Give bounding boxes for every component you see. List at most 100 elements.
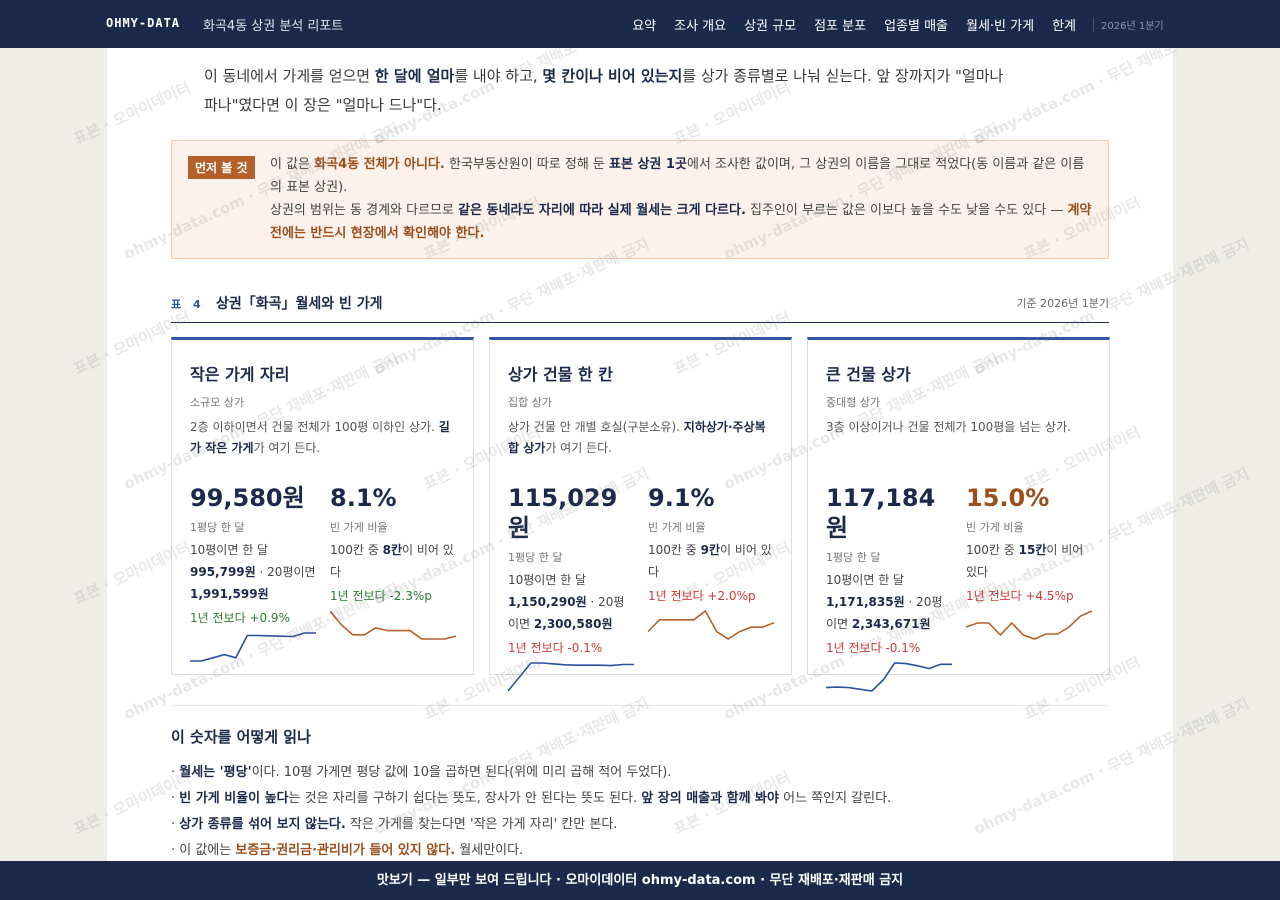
bold-text: 9칸 (700, 543, 721, 557)
vacancy-label: 빈 가게 비율 (648, 521, 706, 534)
text: · (171, 817, 180, 832)
bold-text: 2,300,580원 (533, 617, 613, 631)
table-basis: 기준 2026년 1분기 (1016, 297, 1109, 310)
vacancy-value: 15.0% (966, 484, 1050, 512)
metrics: 115,029원 1평당 한 달 10평이면 한 달 1,150,290원 · 20… (508, 483, 774, 694)
bold-text: 상가 종류를 섞어 보지 않는다. (179, 817, 346, 832)
bold-text: 1,150,290원 (508, 595, 587, 609)
sparkline-line (190, 632, 316, 662)
bold-text: 995,799원 (190, 565, 256, 579)
text: 어느 쪽인지 갈린다. (778, 791, 892, 806)
divider (171, 705, 1109, 706)
nav-item[interactable]: 한계 (1052, 19, 1076, 34)
bold-text: 2,343,671원 (851, 617, 931, 631)
text: 에서 조사한 값이며, 그 상권의 이름을 그대로 적었다(동 이름과 같은 이… (270, 157, 1085, 195)
text: · 20평이면 (255, 565, 316, 579)
card-desc: 3층 이상이거나 건물 전체가 100평을 넘는 상가. (826, 417, 1091, 461)
text: 이 비어 있다 (966, 543, 1084, 579)
nav-item[interactable]: 업종별 매출 (884, 19, 948, 34)
card-title: 큰 건물 상가 (826, 365, 911, 384)
card: 작은 가게 자리 소규모 상가 2층 이하이면서 건물 전체가 100평 이하인 상… (171, 337, 474, 675)
bold-text: 15칸 (1018, 543, 1047, 557)
text: 상권의 범위는 동 경계와 다르므로 (270, 203, 459, 218)
read-bullets: · 월세는 '평당'이다. 10평 가게면 평당 값에 10을 곱하면 된다(위… (171, 760, 1101, 864)
notice-paragraph: 상권의 범위는 동 경계와 다르므로 같은 동네라도 자리에 따라 실제 월세는… (270, 199, 1092, 245)
sparkline (330, 610, 456, 640)
card-title: 작은 가게 자리 (190, 365, 290, 384)
footer: 맛보기 — 일부만 보여 드립니다 · 오마이데이터 ohmy-data.com… (0, 861, 1280, 900)
text: · 이 값에는 (171, 843, 236, 858)
nav-item[interactable]: 월세·빈 가게 (966, 19, 1035, 34)
rent-change: 1년 전보다 +0.9% (190, 611, 290, 625)
text: 10평이면 한 달 (190, 543, 269, 557)
bullet: · 월세는 '평당'이다. 10평 가게면 평당 값에 10을 곱하면 된다(위… (171, 760, 1101, 786)
table-label: 표 4 (171, 298, 205, 311)
notice-text: 이 값은 화곡4동 전체가 아니다. 한국부동산원이 따로 정해 둔 표본 상권… (270, 153, 1092, 245)
bullet: · 이 값에는 보증금·권리금·관리비가 들어 있지 않다. 월세만이다. (171, 838, 1101, 864)
bold-text: 지하상가·주상복합 상가 (508, 420, 766, 455)
nav-item[interactable]: 상권 규모 (744, 19, 797, 34)
rent-change: 1년 전보다 -0.1% (826, 641, 921, 655)
table-title: 상권「화곡」월세와 빈 가게 (216, 296, 383, 312)
rent-detail: 10평이면 한 달 995,799원 · 20평이면 1,991,599원 (190, 539, 316, 605)
rent-detail: 10평이면 한 달 1,150,290원 · 20평이면 2,300,580원 (508, 569, 634, 635)
bold-text: 빈 가게 비율이 높다 (179, 791, 289, 806)
bold-text: 한 달에 얼마 (374, 67, 455, 85)
sparkline-line (648, 609, 774, 640)
vacancy-column: 9.1% 빈 가게 비율 100칸 중 9칸이 비어 있다 1년 전보다 +2.0%p (648, 483, 774, 694)
bold-text: 보증금·권리금·관리비가 들어 있지 않다. (235, 843, 456, 858)
bold-text: 길가 작은 가게 (190, 420, 450, 455)
read-title: 이 숫자를 어떻게 읽나 (171, 728, 311, 746)
vacancy-change: 1년 전보다 +2.0%p (648, 589, 756, 603)
bullet: · 빈 가게 비율이 높다는 것은 자리를 구하기 쉽다는 뜻도, 장사가 안 … (171, 786, 1101, 812)
card: 상가 건물 한 칸 집합 상가 상가 건물 안 개별 호실(구분소유). 지하상가·… (489, 337, 792, 692)
text: 집주인이 부르는 값은 이보다 높을 수도 낮을 수도 있다 — (745, 203, 1068, 218)
sparkline-line (330, 610, 456, 640)
bold-text: 1,991,599원 (190, 587, 269, 601)
rent-label: 1평당 한 달 (826, 551, 881, 564)
table-header: 표 4 상권「화곡」월세와 빈 가게 기준 2026년 1분기 (171, 292, 1109, 323)
nav-item[interactable]: 점포 분포 (814, 19, 867, 34)
sparkline (648, 609, 774, 640)
vacancy-value: 8.1% (330, 484, 397, 512)
text: · 20평이면 (508, 595, 625, 631)
notice-label: 먼저 볼 것 (188, 156, 255, 179)
vacancy-detail: 100칸 중 15칸이 비어 있다 (966, 539, 1092, 583)
text: 상가 건물 안 개별 호실(구분소유). (508, 420, 684, 434)
text: · 20평이면 (826, 595, 943, 631)
text: 는 것은 자리를 구하기 쉽다는 뜻도, 장사가 안 된다는 뜻도 된다. (288, 791, 642, 806)
sparkline-line (508, 662, 634, 692)
text: 가 여기 든다. (253, 441, 321, 455)
text: · (171, 791, 180, 806)
text: 월세만이다. (455, 843, 524, 858)
text: 를 상가 종류별로 나눠 싣는다. 앞 장까지가 "얼마나 파나"였다면 이 장… (204, 67, 1004, 114)
vacancy-label: 빈 가게 비율 (966, 521, 1024, 534)
period: 2026년 1분기 (1093, 17, 1173, 32)
sparkline (508, 662, 634, 692)
sparkline-line (826, 662, 952, 692)
top-nav: OHMY-DATA 화곡4동 상권 분석 리포트 요약 조사 개요 상권 규모 점포 … (0, 0, 1280, 48)
bold-text: 표본 상권 1곳 (609, 157, 687, 172)
sparkline (826, 662, 952, 692)
vacancy-change: 1년 전보다 +4.5%p (966, 589, 1074, 603)
card-subtitle: 소규모 상가 (190, 396, 245, 409)
nav-item[interactable]: 요약 (632, 19, 657, 34)
notice-paragraph: 이 값은 화곡4동 전체가 아니다. 한국부동산원이 따로 정해 둔 표본 상권… (270, 153, 1092, 199)
vacancy-label: 빈 가게 비율 (330, 521, 388, 534)
text: 이 비어 있다 (648, 543, 772, 579)
intro: 이 동네에서 가게를 얻으면 한 달에 얼마를 내야 하고, 몇 칸이나 비어 … (204, 62, 1004, 120)
nav-item[interactable]: 조사 개요 (674, 19, 727, 34)
metrics: 117,184원 1평당 한 달 10평이면 한 달 1,171,835원 · 20… (826, 483, 1092, 694)
card-title: 상가 건물 한 칸 (508, 365, 614, 384)
text: 이다. 10평 가게면 평당 값에 10을 곱하면 된다(위에 미리 곱해 적어… (251, 765, 672, 780)
brand[interactable]: OHMY-DATA (106, 16, 181, 30)
sparkline (966, 610, 1092, 640)
metrics: 99,580원 1평당 한 달 10평이면 한 달 995,799원 · 20평이면… (190, 483, 456, 664)
rent-column: 99,580원 1평당 한 달 10평이면 한 달 995,799원 · 20평이면… (190, 483, 316, 664)
bold-text: 월세는 '평당' (179, 765, 252, 780)
rent-label: 1평당 한 달 (190, 521, 245, 534)
text: · (171, 765, 180, 780)
bullet: · 상가 종류를 섞어 보지 않는다. 작은 가게를 찾는다면 '작은 가게 자… (171, 812, 1101, 838)
text: 100칸 중 (330, 543, 383, 557)
